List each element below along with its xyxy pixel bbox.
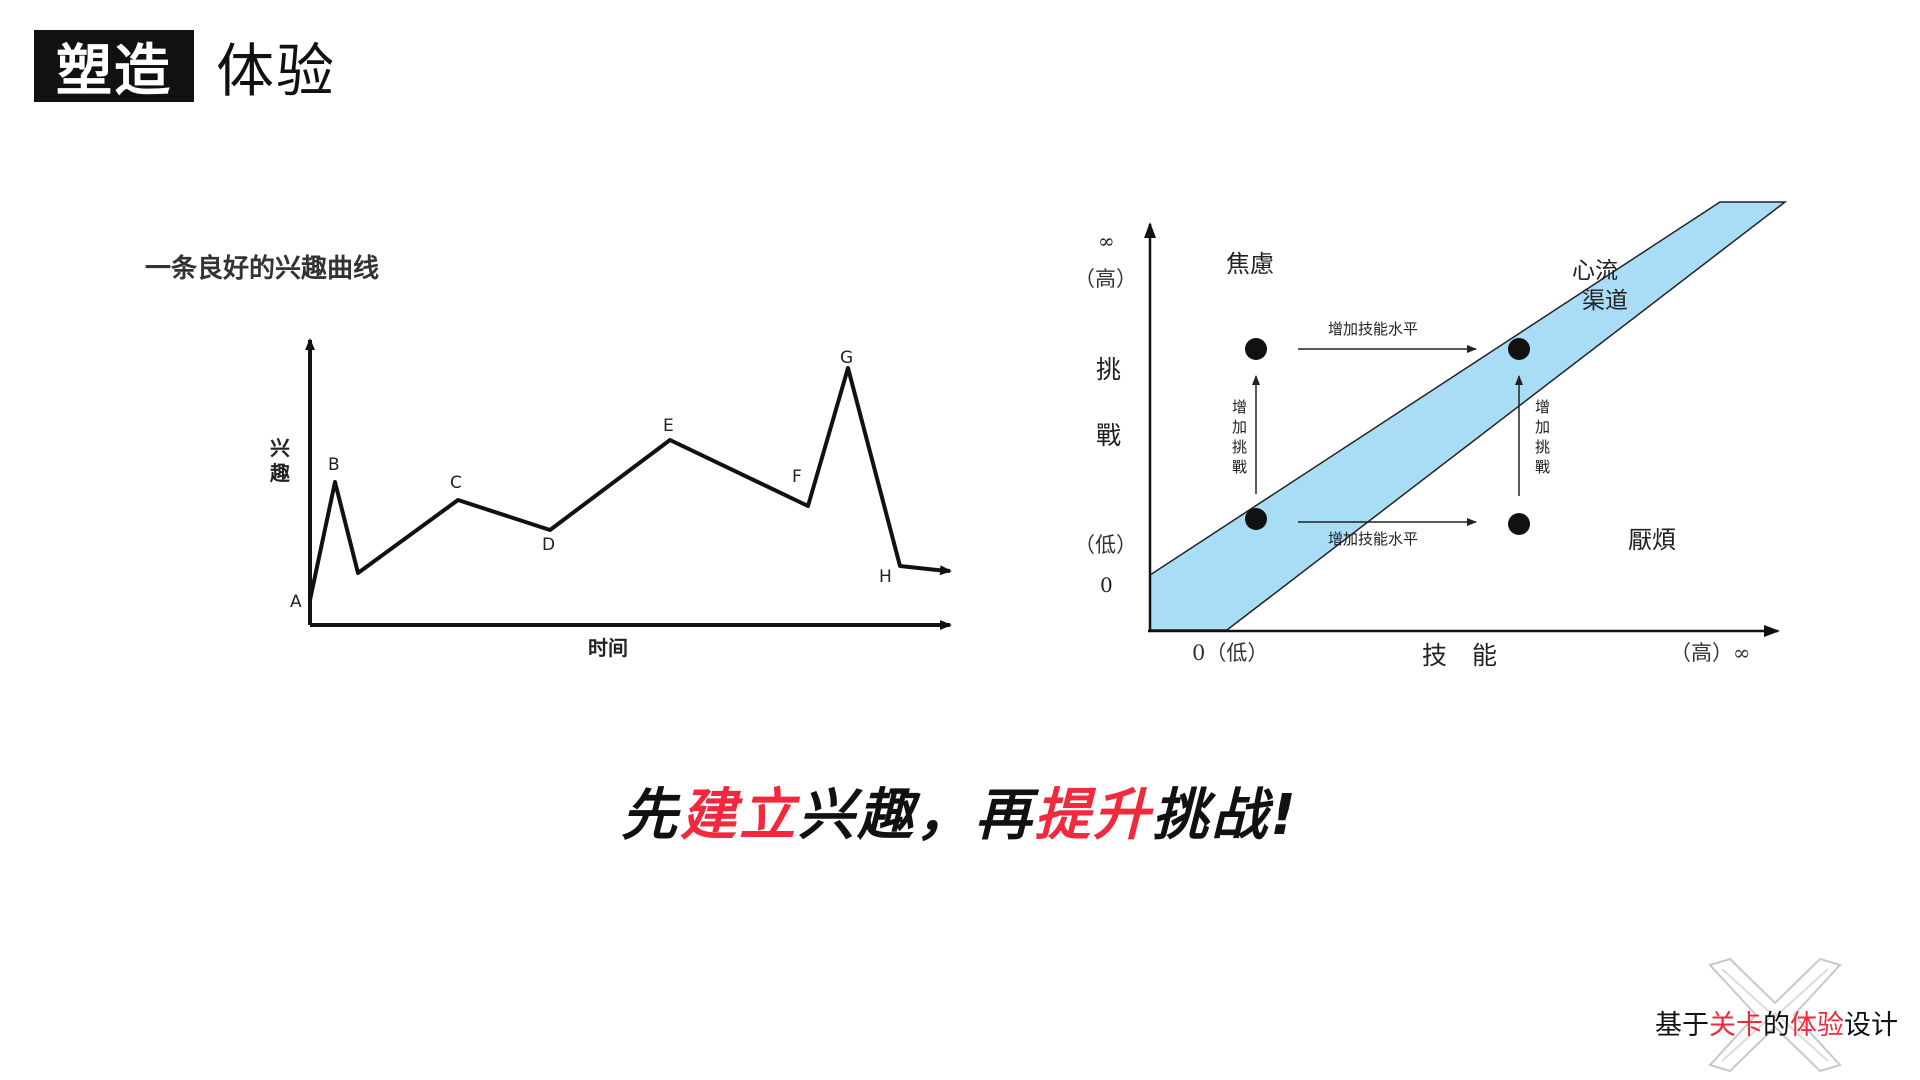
slogan: 先建立兴趣，再提升挑战! [0, 770, 1920, 851]
slogan-part-3: 兴趣，再 [798, 783, 1035, 848]
point-label-f: F [792, 467, 802, 487]
point-label-a: A [290, 592, 302, 612]
boredom-region-label: 厭煩 [1628, 526, 1676, 554]
brand-part-1: 基于 [1655, 1010, 1709, 1041]
brand-footer: 基于关卡的体验设计 [1655, 1003, 1898, 1042]
flow-region-label-2: 渠道 [1582, 288, 1628, 314]
brand-part-5: 设计 [1844, 1010, 1898, 1041]
brand-part-2: 关卡 [1709, 1010, 1763, 1041]
challenge-arrow-left-char-1: 增 [1232, 398, 1247, 416]
y-infinity-label: ∞ [1098, 229, 1115, 253]
flow-region-label-1: 心流 [1572, 258, 1618, 284]
challenge-arrow-left-char-2: 加 [1232, 418, 1247, 436]
y-high-label: （高） [1074, 267, 1137, 291]
page-title: 塑造 体验 [34, 30, 336, 105]
state-dot-bottom-right [1508, 513, 1530, 535]
state-dot-bottom-left [1245, 508, 1267, 530]
y-low-label: （低） [1074, 533, 1137, 557]
anxiety-region-label: 焦慮 [1226, 250, 1274, 278]
skill-arrow-top-label: 增加技能水平 [1328, 320, 1418, 338]
y-label-char-2: 趣 [269, 461, 291, 485]
brand-part-4: 体验 [1790, 1010, 1844, 1041]
y-label-char-1: 兴 [270, 436, 290, 460]
x-axis-label: 时间 [588, 636, 628, 660]
brand-part-3: 的 [1763, 1010, 1790, 1041]
x-high-label: （高）∞ [1670, 641, 1751, 665]
point-label-e: E [663, 416, 674, 436]
point-label-c: C [450, 473, 462, 493]
skill-arrow-bottom-label: 增加技能水平 [1328, 530, 1418, 548]
slogan-part-2: 建立 [680, 783, 799, 848]
challenge-arrow-left-char-4: 戰 [1232, 458, 1247, 476]
challenge-arrow-right-char-4: 戰 [1535, 458, 1550, 476]
slogan-part-1: 先 [621, 783, 681, 848]
challenge-arrow-right-char-2: 加 [1535, 418, 1550, 436]
x-low-label: 0（低） [1192, 641, 1268, 665]
title-highlight: 塑造 [34, 30, 194, 104]
y-axis-char-2: 戰 [1096, 421, 1121, 450]
slogan-part-4: 提升 [1034, 783, 1153, 848]
x-axis-label: 技 能 [1422, 641, 1497, 670]
interest-curve-line [308, 366, 938, 601]
point-label-g: G [840, 348, 853, 368]
challenge-arrow-right-char-1: 增 [1535, 398, 1550, 416]
curve-end-arrow [936, 565, 952, 576]
crossed-x-logo-icon [1708, 957, 1842, 1073]
point-label-b: B [328, 455, 340, 475]
flow-channel-diagram: ∞ （高） 挑 戰 （低） 0 0（低） 技 能 （高）∞ 焦慮 心流 渠道 厭… [1074, 201, 1788, 670]
state-dot-top-left [1245, 338, 1267, 360]
slogan-part-5: 挑战! [1152, 783, 1299, 848]
y-zero-label: 0 [1100, 573, 1113, 597]
title-rest: 体验 [216, 37, 337, 105]
challenge-arrow-right-char-3: 挑 [1535, 438, 1550, 456]
interest-curve-caption: 一条良好的兴趣曲线 [145, 254, 380, 284]
interest-curve-diagram: 兴 趣 A B C D E F G H 时间 [269, 338, 952, 660]
state-dot-top-right [1508, 338, 1530, 360]
challenge-arrow-left-char-3: 挑 [1232, 438, 1247, 456]
y-axis-char-1: 挑 [1096, 355, 1121, 384]
point-label-h: H [879, 567, 892, 587]
point-label-d: D [542, 535, 555, 555]
